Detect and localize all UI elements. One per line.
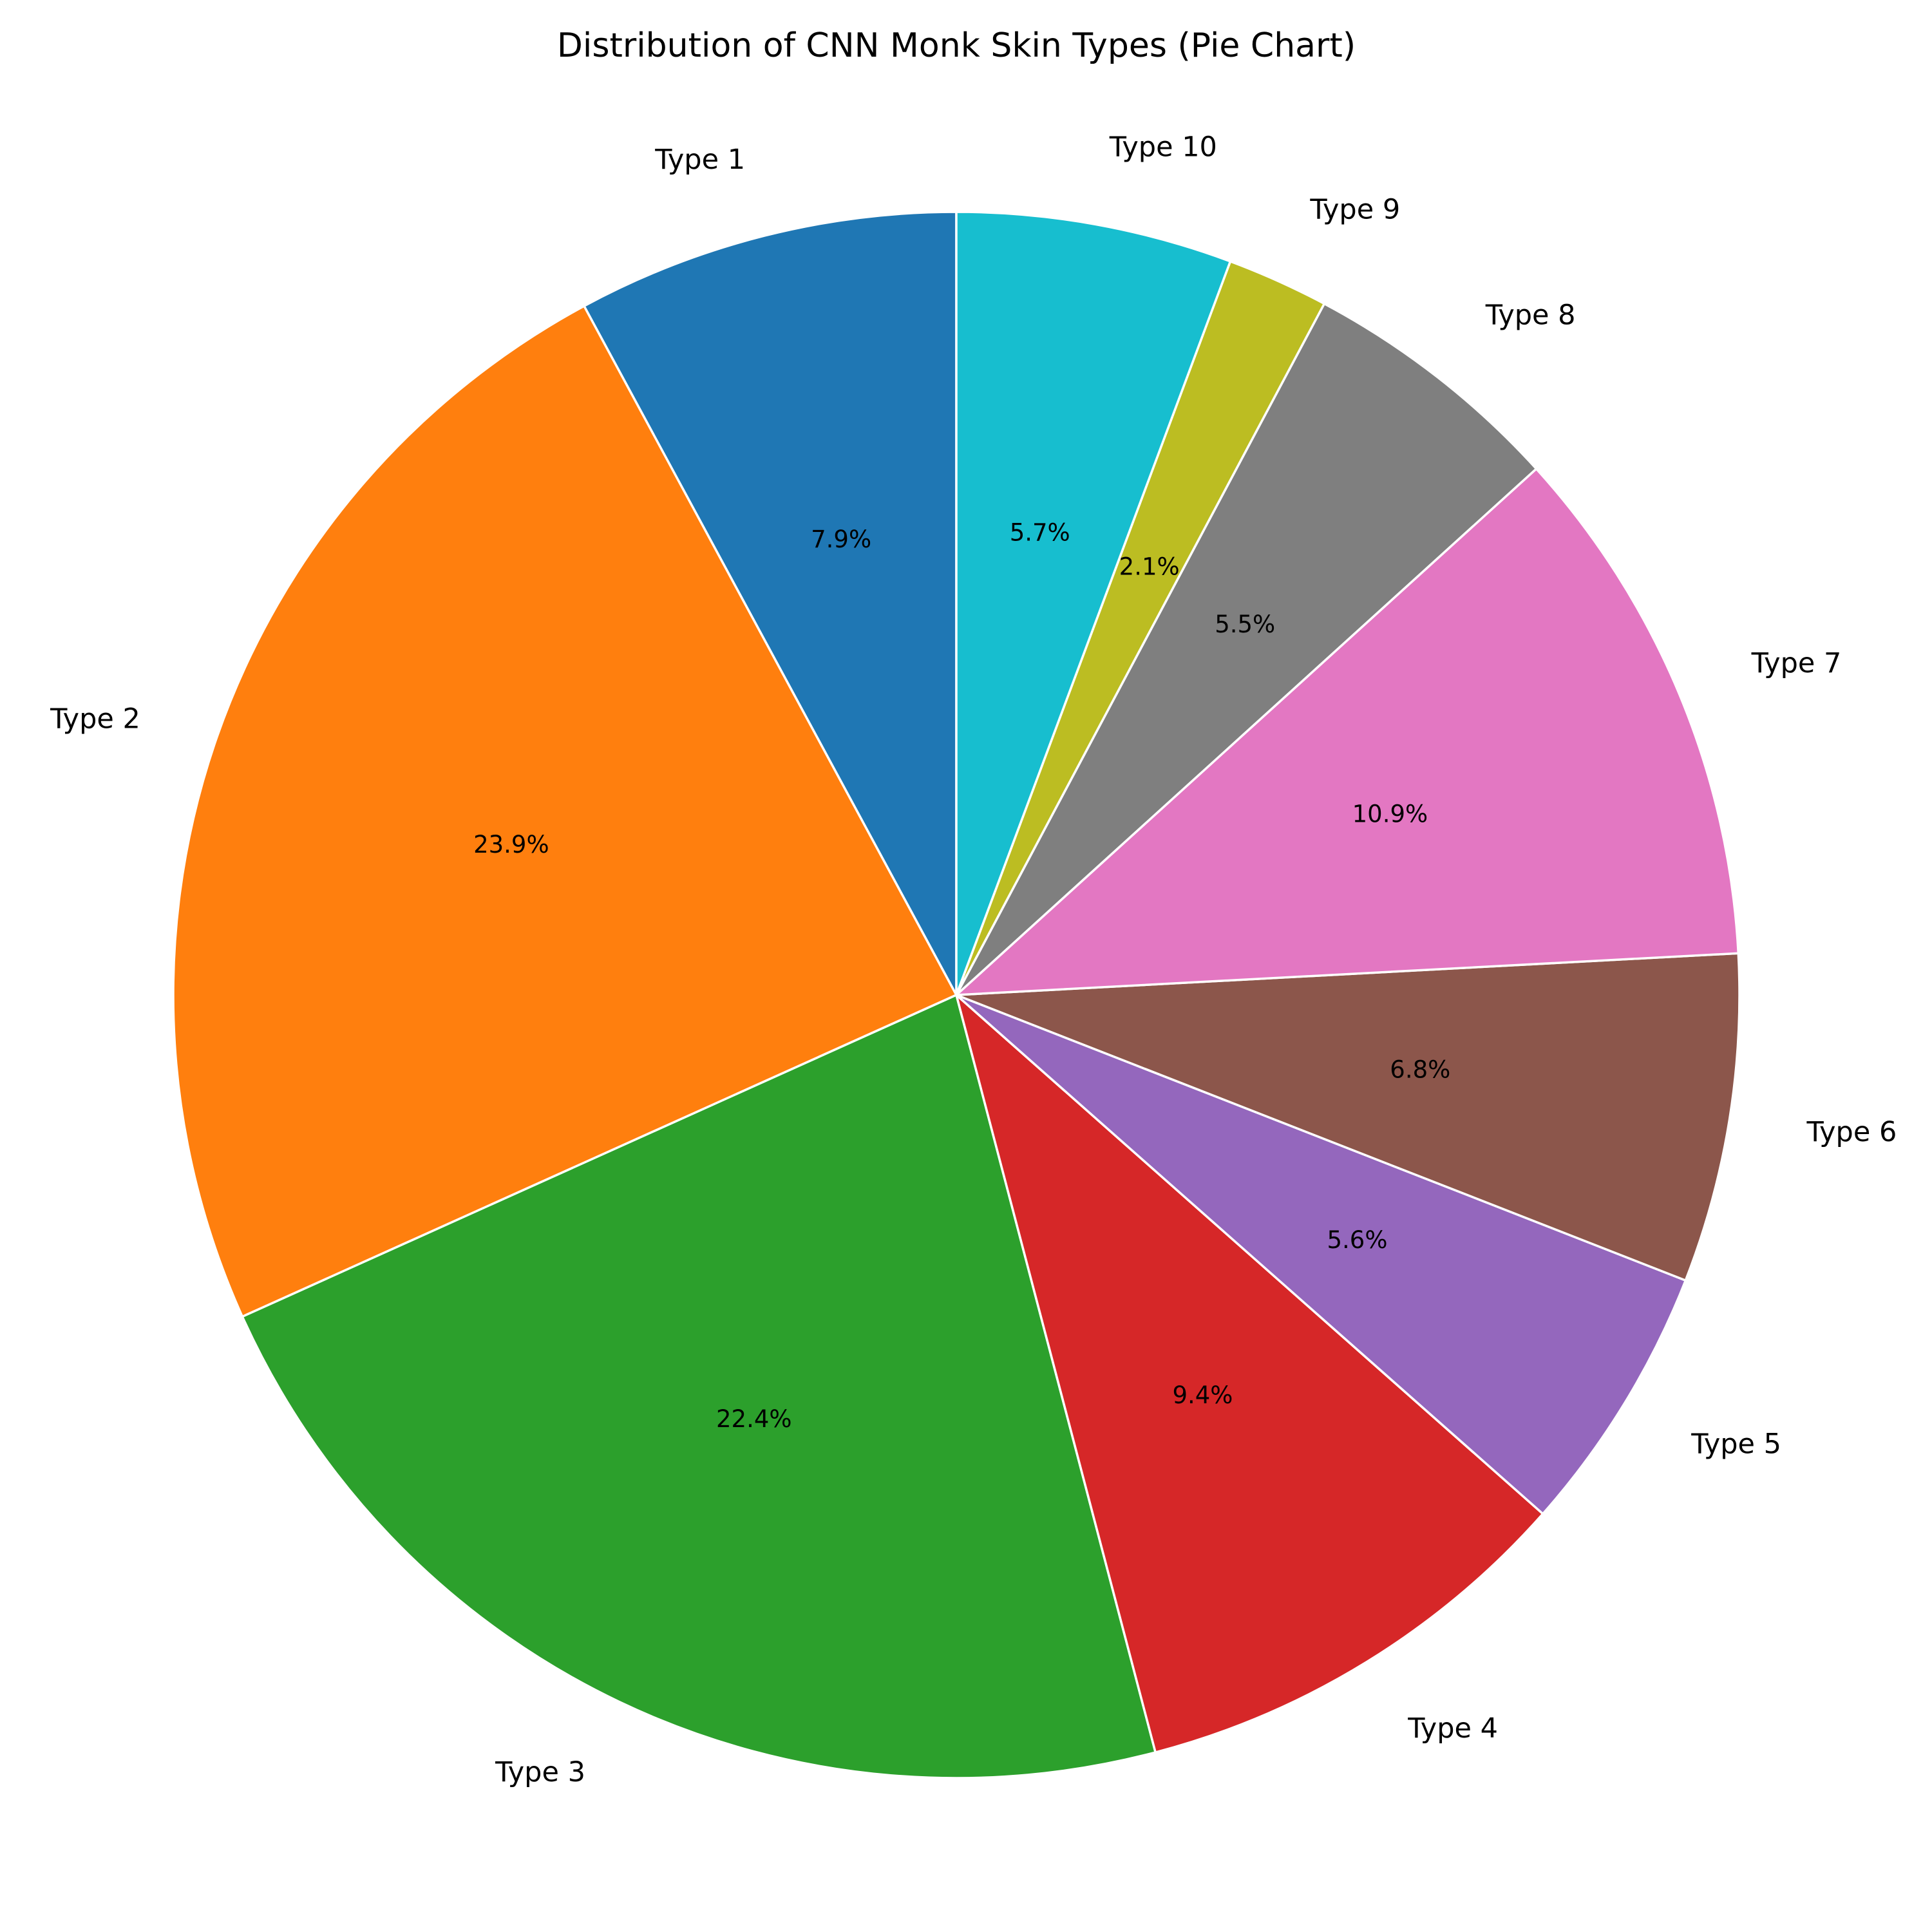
pie-slice-label-type-7: Type 7 <box>1751 647 1842 679</box>
pie-percent-label-type-3: 22.4% <box>716 1405 792 1433</box>
pie-percent-label-type-9: 2.1% <box>1119 553 1180 580</box>
pie-percent-labels: 7.9% 23.9% 22.4% 9.4% 5.6% 6.8% 10.9% 5.5% 2.1% 5… <box>473 519 1450 1433</box>
pie-slice-label-type-1: Type 1 <box>654 144 745 176</box>
pie-percent-label-type-1: 7.9% <box>811 526 871 553</box>
pie-slice-label-type-9: Type 9 <box>1309 193 1400 225</box>
chart-title: Distribution of CNN Monk Skin Types (Pie… <box>557 26 1356 65</box>
pie-slice-label-type-3: Type 3 <box>495 1756 585 1788</box>
pie-slice-type-6 <box>955 952 1741 1282</box>
pie-percent-label-type-6: 6.8% <box>1390 1056 1450 1084</box>
pie-slice-type-10 <box>955 211 1232 996</box>
pie-slice-type-5 <box>955 994 1687 1515</box>
pie-percent-label-type-7: 10.9% <box>1352 800 1428 828</box>
pie-percent-label-type-8: 5.5% <box>1215 611 1275 638</box>
pie-percent-label-type-4: 9.4% <box>1172 1381 1233 1409</box>
pie-slice-label-type-10: Type 10 <box>1109 131 1217 164</box>
pie-wedges <box>172 211 1741 1779</box>
pie-slice-type-2 <box>172 305 958 1318</box>
pie-slice-label-type-8: Type 8 <box>1485 299 1576 332</box>
pie-percent-label-type-10: 5.7% <box>1010 519 1070 547</box>
pie-percent-label-type-2: 23.9% <box>473 831 549 858</box>
pie-slice-type-3 <box>241 994 1157 1779</box>
pie-slice-label-type-5: Type 5 <box>1690 1428 1781 1461</box>
pie-slice-label-type-4: Type 4 <box>1407 1712 1498 1745</box>
pie-slice-label-type-2: Type 2 <box>50 703 140 735</box>
pie-slice-type-1 <box>583 211 958 996</box>
pie-percent-label-type-5: 5.6% <box>1327 1226 1388 1254</box>
pie-slice-type-7 <box>955 468 1740 996</box>
pie-slice-type-4 <box>955 994 1544 1754</box>
pie-slice-label-type-6: Type 6 <box>1806 1116 1897 1148</box>
pie-slice-type-8 <box>955 302 1538 996</box>
pie-slice-labels: Type 1 Type 2 Type 3 Type 4 Type 5 Type 6 Type… <box>50 131 1897 1789</box>
